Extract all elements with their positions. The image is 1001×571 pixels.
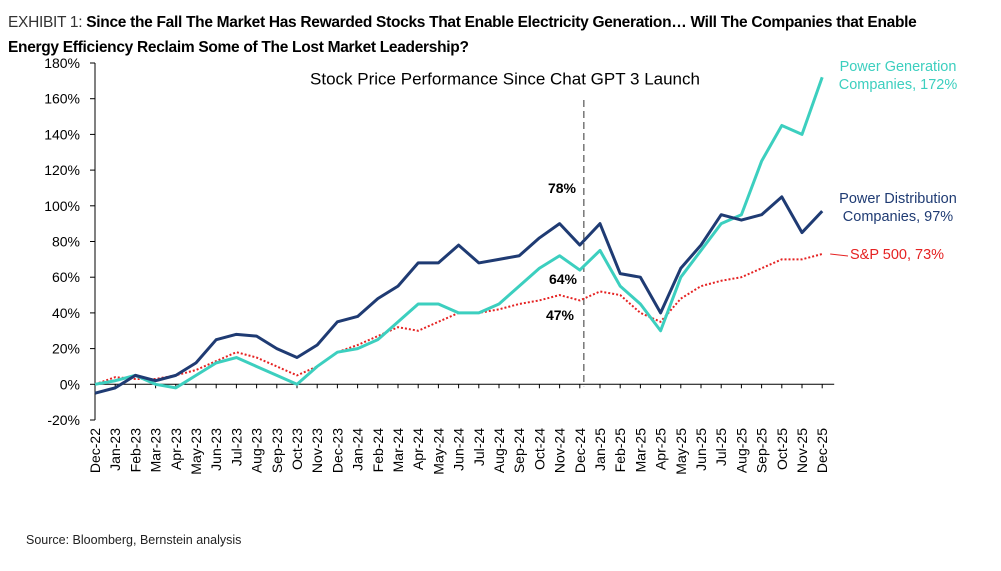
x-tick-label: Dec-23 xyxy=(329,428,345,473)
y-tick-label: 40% xyxy=(52,305,80,321)
series-label: S&P 500, 73% xyxy=(850,247,945,263)
x-tick-label: Dec-24 xyxy=(572,428,588,473)
series-line xyxy=(94,195,824,395)
x-tick-label: Dec-25 xyxy=(814,428,830,473)
x-tick-label: Feb-24 xyxy=(370,428,386,473)
x-tick-label: Nov-24 xyxy=(552,428,568,473)
x-tick-label: Jul-25 xyxy=(713,428,729,466)
y-tick-label: 140% xyxy=(44,126,80,142)
y-tick-label: 0% xyxy=(60,376,80,392)
title-block: EXHIBIT 1: Since the Fall The Market Has… xyxy=(8,10,968,56)
series-label: Power Generation Companies, 172% xyxy=(838,59,958,93)
x-tick-label: Sep-25 xyxy=(754,428,770,473)
x-tick-label: Jan-25 xyxy=(592,428,608,471)
chart-title: Since the Fall The Market Has Rewarded S… xyxy=(8,14,917,56)
y-tick-label: -20% xyxy=(47,412,80,428)
source: Source: Bloomberg, Bernstein analysis xyxy=(26,533,242,547)
x-tick-label: Oct-23 xyxy=(289,428,305,470)
y-tick-label: 60% xyxy=(52,269,80,285)
y-tick-label: 20% xyxy=(52,341,80,357)
x-tick-label: Dec-22 xyxy=(87,428,103,473)
x-tick-label: Feb-23 xyxy=(127,428,143,473)
x-tick-label: Aug-25 xyxy=(733,428,749,473)
y-tick-label: 180% xyxy=(44,55,80,71)
series-label: Power Distribution Companies, 97% xyxy=(839,191,957,225)
x-tick-label: May-23 xyxy=(188,428,204,475)
x-tick-label: Apr-24 xyxy=(410,428,426,470)
y-tick-label: 80% xyxy=(52,234,80,250)
chart-subtitle: Stock Price Performance Since Chat GPT 3… xyxy=(310,69,700,88)
y-tick-label: 160% xyxy=(44,91,80,107)
x-tick-label: Jan-23 xyxy=(107,428,123,471)
x-tick-label: Jul-24 xyxy=(471,428,487,466)
exhibit: EXHIBIT 1: xyxy=(8,14,83,31)
annotation: 64% xyxy=(549,271,578,287)
x-tick-label: Jun-25 xyxy=(693,428,709,471)
x-tick-label: Mar-25 xyxy=(632,428,648,473)
x-tick-label: Aug-24 xyxy=(491,428,507,473)
x-tick-label: Apr-25 xyxy=(653,428,669,470)
x-tick-label: Sep-23 xyxy=(269,428,285,473)
x-tick-label: Aug-23 xyxy=(249,428,265,473)
x-tick-label: Oct-24 xyxy=(531,428,547,470)
annotation: 47% xyxy=(546,307,575,323)
annotation: 78% xyxy=(548,180,577,196)
x-tick-label: Mar-24 xyxy=(390,428,406,473)
x-tick-label: Nov-23 xyxy=(309,428,325,473)
y-tick-label: 100% xyxy=(44,198,80,214)
x-tick-label: May-24 xyxy=(430,428,446,475)
x-tick-label: Jul-23 xyxy=(228,428,244,466)
y-tick-label: 120% xyxy=(44,162,80,178)
x-tick-label: Jan-24 xyxy=(350,428,366,471)
x-tick-label: Jun-24 xyxy=(451,428,467,471)
x-tick-label: Sep-24 xyxy=(511,428,527,473)
label-leader xyxy=(830,253,849,257)
x-tick-label: Mar-23 xyxy=(148,428,164,473)
series-line xyxy=(94,253,823,386)
x-tick-label: Feb-25 xyxy=(612,428,628,473)
x-tick-label: Apr-23 xyxy=(168,428,184,470)
series-line xyxy=(94,76,824,390)
x-tick-label: Oct-25 xyxy=(774,428,790,470)
x-tick-label: May-25 xyxy=(673,428,689,475)
x-tick-label: Nov-25 xyxy=(794,428,810,473)
x-tick-label: Jun-23 xyxy=(208,428,224,471)
